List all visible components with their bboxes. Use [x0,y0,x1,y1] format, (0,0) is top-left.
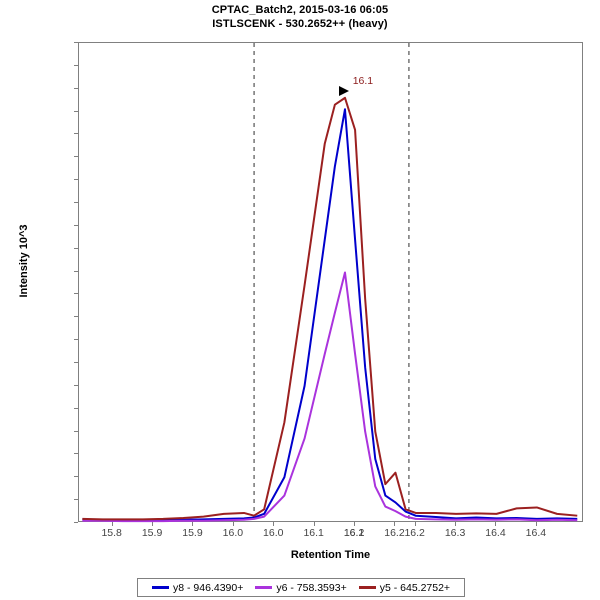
y-tick-mark [74,270,78,272]
y-tick-mark [74,407,78,409]
y-tick-mark [74,316,78,318]
y-tick-mark [74,293,78,295]
y-tick-mark [74,202,78,203]
y-tick-mark [74,430,78,432]
legend-item-y6[interactable]: y6 - 758.3593+ [255,581,347,594]
x-tick-mark [495,522,497,526]
x-tick-mark [273,522,275,526]
x-tick-label: 15.9 [141,527,163,539]
legend-label-y6: y6 - 758.3593+ [276,581,347,594]
y-tick-mark [74,247,78,249]
y-tick-mark [74,453,78,455]
chart-title-block: CPTAC_Batch2, 2015-03-16 06:05 ISTLSCENK… [0,3,600,31]
x-tick-mark [354,522,356,526]
y-tick-mark [74,476,78,478]
x-tick-label: 16.2 [404,527,425,539]
trace-y5[interactable] [82,96,578,521]
y-tick-mark [74,362,78,363]
x-tick-label: 16.0 [263,527,284,539]
y-tick-mark [74,64,78,66]
y-tick-mark [74,339,78,341]
y-tick-mark [74,224,78,226]
trace-y8[interactable] [82,108,578,522]
y-tick-mark [74,499,78,501]
y-tick-mark [74,179,78,181]
x-tick-mark [455,522,457,526]
x-axis-title: Retention Time [290,549,371,561]
legend-swatch-y6 [255,586,273,589]
x-tick-label: 16.4 [525,527,547,539]
y-tick-mark [74,42,78,43]
legend-swatch-y8 [152,586,169,589]
y-tick-mark [74,133,78,135]
x-tick-mark [232,522,234,526]
legend-swatch-y5 [358,586,376,589]
x-tick-label: 16.4 [485,527,506,539]
x-tick-mark [192,522,194,526]
x-tick-label: 16.1 [343,527,365,539]
legend-label-y5: y5 - 645.2752+ [379,581,451,594]
y-tick-mark [74,156,78,158]
x-tick-mark [111,522,113,526]
chart-legend[interactable]: y8 - 946.4390+ y6 - 758.3593+ y5 - 645.2… [137,578,466,597]
trace-y6[interactable] [82,271,578,523]
y-tick-mark [74,384,78,386]
page-title: CPTAC_Batch2, 2015-03-16 06:05 [211,4,389,16]
x-tick-label: 15.8 [101,527,122,539]
x-tick-label: 16.1 [303,527,324,539]
x-tick-mark [414,522,416,526]
legend-label-y8: y8 - 946.4390+ [173,581,244,594]
peak-apex-arrow-icon[interactable] [338,85,349,96]
y-tick-mark [74,87,78,89]
chart-subtitle: ISTLSCENK - 530.2652++ (heavy) [212,18,388,30]
legend-item-y8[interactable]: y8 - 946.4390+ [152,582,243,594]
x-tick-label: 15.9 [182,527,203,539]
y-axis-title: Intensity 10^3 [18,224,30,298]
x-tick-mark [313,522,315,526]
plot-area[interactable] [78,42,584,523]
x-tick-mark [152,522,154,526]
x-tick-label: 16.3 [444,527,466,539]
x-tick-label: 16.2 [384,527,405,539]
y-tick-mark [74,110,78,112]
x-tick-label: 16.2 [343,527,365,539]
x-tick-mark [535,522,537,526]
x-tick-mark [394,522,396,526]
x-tick-label: 16.0 [222,527,244,539]
y-tick-mark [74,522,78,523]
chromatogram-traces[interactable] [79,43,584,523]
legend-item-y5[interactable]: y5 - 645.2752+ [358,581,451,594]
